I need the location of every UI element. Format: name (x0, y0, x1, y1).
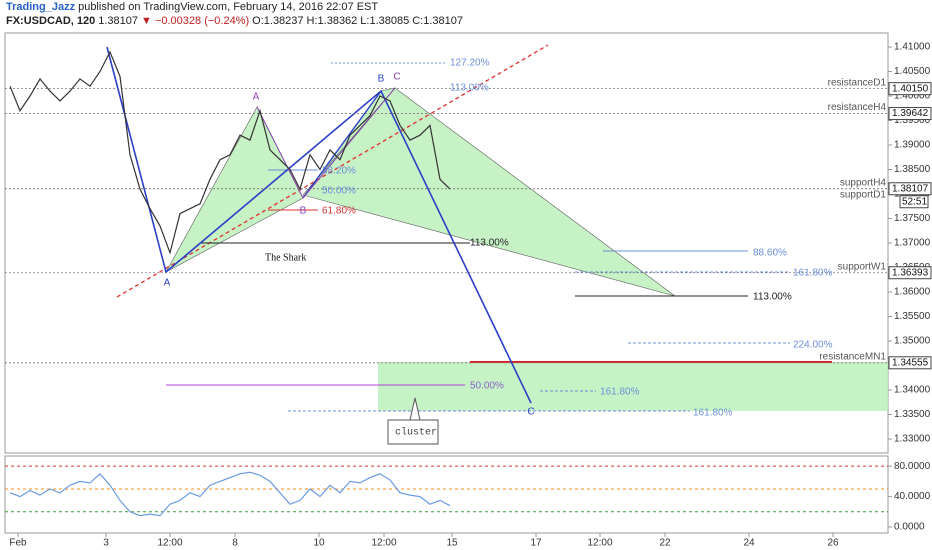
annotation: 161.80% (693, 408, 733, 419)
y-tick-label: 1.39500 (894, 115, 931, 126)
level-name: supportH4 (840, 177, 887, 188)
level-name: supportW1 (838, 261, 887, 272)
cluster-zone (378, 362, 888, 411)
level-price: 1.34555 (892, 357, 929, 368)
y-tick-label: 1.35000 (894, 336, 931, 347)
level-name: resistanceH4 (828, 102, 887, 113)
cluster-callout (387, 397, 439, 445)
pattern-leg (106, 46, 532, 404)
x-tick-label: 3 (103, 538, 109, 549)
shark-projection (302, 87, 676, 297)
level-price-box (888, 182, 932, 196)
x-tick-label: 15 (446, 538, 458, 549)
x-tick-label: 24 (743, 538, 755, 549)
annotation: 127.20% (450, 58, 490, 69)
annotation: 50.00% (322, 186, 356, 197)
low: L:1.38085 (360, 15, 410, 27)
x-tick-label: 12:00 (371, 538, 396, 549)
author: Trading_Jazz (6, 1, 76, 13)
level-price: 1.40150 (892, 83, 929, 94)
x-tick-label: 26 (827, 538, 839, 549)
y-tick-label: 1.40500 (894, 66, 931, 77)
close: C:1.38107 (412, 15, 463, 27)
y-tick-label: 1.38500 (894, 164, 931, 175)
level-price: 1.38107 (892, 183, 929, 194)
point-label: B (378, 74, 385, 85)
x-tick-label: 10 (313, 538, 325, 549)
high: H:1.38362 (306, 15, 358, 27)
level-price-box (888, 82, 932, 96)
level-price-box (888, 356, 932, 370)
x-tick-label: 12:00 (587, 538, 612, 549)
annotation: 61.80% (322, 206, 356, 217)
point-label: A (253, 92, 260, 103)
header: Trading_Jazz published on TradingView.com… (6, 0, 466, 28)
y-tick-label: 80.0000 (894, 461, 931, 472)
annotation: 113.00% (753, 292, 792, 303)
annotation: 161.80% (600, 387, 640, 398)
trend-line (116, 44, 549, 298)
pattern-leg (256, 87, 396, 199)
change: ▼ −0.00328 (−0.24%) (141, 15, 250, 27)
annotation: 161.80% (793, 268, 833, 279)
x-tick-label: 22 (659, 538, 671, 549)
rsi-pane (4, 455, 889, 534)
y-tick-label: 0.0000 (894, 522, 925, 533)
point-label: C (527, 407, 534, 418)
x-tick-label: 8 (232, 538, 238, 549)
price-line (9, 471, 451, 517)
x-tick-label: Feb (9, 538, 27, 549)
level-price-box (888, 107, 932, 121)
level-price-box (888, 266, 932, 280)
last: 1.38107 (98, 15, 139, 27)
pattern-leg (302, 90, 382, 199)
header-line: Trading_Jazz published on TradingView.com… (6, 0, 466, 14)
annotation: cluster (395, 427, 437, 439)
pattern-title: The Shark (265, 252, 306, 263)
header-line: FX:USDCAD, 120 1.38107 ▼ −0.00328 (−0.24%)… (6, 14, 466, 28)
annotation: 224.00% (793, 340, 833, 351)
y-tick-label: 1.37500 (894, 213, 931, 224)
open: O:1.38237 (252, 15, 304, 27)
y-tick-label: 1.34000 (894, 385, 931, 396)
point-label: C (393, 72, 400, 83)
level-price: 1.39642 (892, 108, 929, 119)
annotation: 38.20% (322, 166, 356, 177)
y-tick-label: 1.37000 (894, 238, 931, 249)
annotation: 50.00% (470, 381, 504, 392)
annotation: 113.00% (450, 83, 489, 94)
annotation: 113.00% (470, 238, 509, 249)
level-price: 1.36393 (892, 267, 929, 278)
y-tick-label: 1.35500 (894, 311, 931, 322)
level-name: resistanceMN1 (819, 351, 886, 362)
point-label: B (300, 206, 307, 217)
y-tick-label: 1.36000 (894, 287, 931, 298)
y-tick-label: 1.33500 (894, 409, 931, 420)
y-tick-label: 40.0000 (894, 491, 931, 502)
y-tick-label: 1.40000 (894, 91, 931, 102)
y-tick-label: 1.33000 (894, 434, 931, 445)
x-tick-label: 17 (530, 538, 542, 549)
level-name: supportD1 (840, 189, 887, 200)
x-tick-label: 12:00 (157, 538, 182, 549)
level-name: resistanceD1 (828, 77, 887, 88)
y-tick-label: 1.41000 (894, 42, 931, 53)
price-line (9, 50, 451, 255)
y-tick-label: 1.39000 (894, 140, 931, 151)
published: published on TradingView.com, February 1… (78, 1, 379, 13)
countdown: 52:51 (902, 196, 927, 207)
point-label: A (164, 278, 171, 289)
annotation: 88.60% (753, 248, 787, 259)
symbol: FX:USDCAD, 120 (6, 15, 96, 27)
countdown-box (899, 195, 929, 209)
